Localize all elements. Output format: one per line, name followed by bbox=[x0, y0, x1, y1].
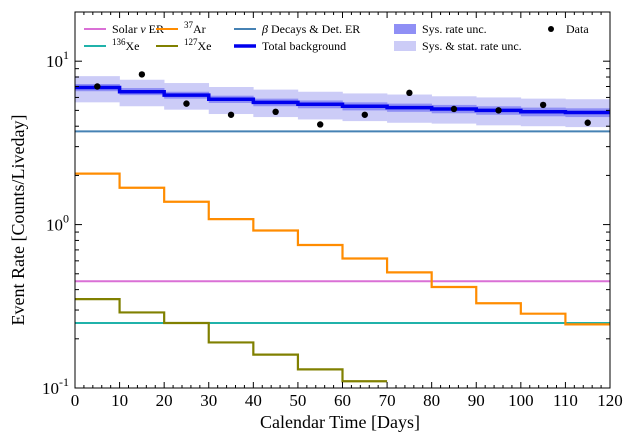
legend-label: β Decays & Det. ER bbox=[261, 22, 360, 36]
total-background-step-line bbox=[75, 85, 610, 115]
legend-label: Solar ν ER bbox=[112, 22, 164, 36]
x-tick-label: 120 bbox=[597, 391, 623, 410]
legend-entry: β Decays & Det. ER bbox=[234, 22, 360, 36]
data-point bbox=[539, 101, 547, 109]
x-tick-label: 20 bbox=[156, 391, 173, 410]
legend-label: Data bbox=[566, 22, 589, 36]
y-tick-label: 101 bbox=[46, 48, 69, 71]
legend-dot-swatch bbox=[548, 26, 554, 32]
x-tick-label: 110 bbox=[553, 391, 578, 410]
x-tick-label: 0 bbox=[71, 391, 80, 410]
x-tick-label: 40 bbox=[245, 391, 262, 410]
legend-patch-swatch bbox=[394, 24, 416, 34]
legend-entry: Data bbox=[548, 22, 589, 36]
data-point bbox=[406, 89, 413, 97]
data-point bbox=[361, 111, 368, 118]
x-tick-label: 70 bbox=[379, 391, 396, 410]
y-axis-label: Event Rate [Counts/Liveday] bbox=[8, 115, 28, 326]
legend-label: Sys. rate unc. bbox=[422, 22, 487, 36]
x-tick-label: 50 bbox=[289, 391, 306, 410]
x-tick-label: 100 bbox=[508, 391, 534, 410]
data-point bbox=[317, 121, 324, 128]
legend-entry: Total background bbox=[234, 39, 346, 53]
legend-patch-swatch bbox=[394, 41, 416, 51]
legend-label: Total background bbox=[262, 39, 346, 53]
legend-entry: Solar ν ER bbox=[84, 22, 164, 36]
x-tick-label: 10 bbox=[111, 391, 128, 410]
legend: Solar ν ER β Decays & Det. ER Sys. rate un… bbox=[84, 20, 589, 53]
x-axis-label: Calendar Time [Days] bbox=[260, 412, 420, 432]
data-point bbox=[272, 108, 279, 116]
legend-label: 37Ar bbox=[184, 20, 206, 36]
legend-entry: 127Xe bbox=[156, 37, 212, 53]
x-tick-label: 30 bbox=[200, 391, 217, 410]
legend-label: 127Xe bbox=[184, 37, 212, 53]
plot-area bbox=[75, 71, 610, 383]
data-point bbox=[138, 71, 146, 78]
legend-entry: 37Ar bbox=[156, 20, 206, 36]
x-tick-label: 90 bbox=[468, 391, 485, 410]
x-tick-label: 80 bbox=[423, 391, 440, 410]
ar37-step-line bbox=[75, 172, 610, 326]
plot-series bbox=[75, 71, 610, 383]
data-point bbox=[227, 111, 235, 118]
data-point bbox=[94, 83, 101, 90]
data-point bbox=[584, 119, 591, 126]
y-tick-label: 100 bbox=[46, 212, 69, 235]
data-point bbox=[450, 105, 458, 113]
y-tick-label: 10-1 bbox=[42, 375, 69, 398]
legend-entry: Sys. rate unc. bbox=[394, 22, 487, 36]
legend-label: Sys. & stat. rate unc. bbox=[422, 39, 522, 53]
legend-entry: Sys. & stat. rate unc. bbox=[394, 39, 522, 53]
axes: 0 10 20 30 40 50 60 70 80 90 100 110 120 10-1 100 101 bbox=[42, 11, 623, 410]
data-point bbox=[183, 100, 190, 107]
legend-label: 136Xe bbox=[112, 37, 140, 53]
legend-entry: 136Xe bbox=[84, 37, 140, 53]
x-tick-label: 60 bbox=[334, 391, 351, 410]
xe127-step-line bbox=[75, 298, 388, 383]
data-point bbox=[495, 107, 502, 114]
